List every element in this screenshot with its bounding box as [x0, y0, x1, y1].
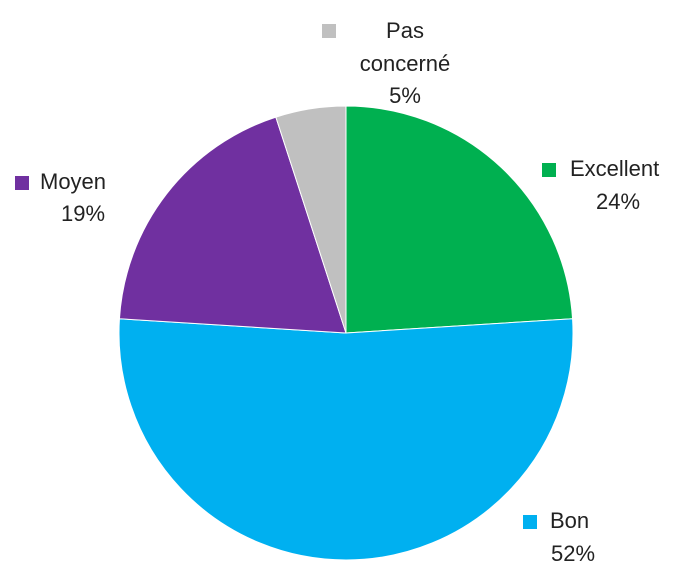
legend-swatch [322, 24, 336, 38]
slice-label: Pas concerné [360, 18, 451, 76]
slice-value-label: 52% [551, 541, 595, 566]
slice-value-label: 19% [61, 201, 105, 226]
slice-label: Excellent [570, 156, 659, 181]
slice-value-label: 24% [596, 189, 640, 214]
slice-label: Moyen [40, 169, 106, 194]
pie-slice [345, 105, 574, 334]
legend-swatch [542, 163, 556, 177]
pie-slice [118, 318, 574, 561]
pie-slice [275, 105, 347, 334]
slice-value-label: 5% [389, 83, 421, 108]
slice-label: Bon [550, 508, 589, 533]
legend-swatch [15, 176, 29, 190]
legend-swatch [523, 515, 537, 529]
pie-slice [118, 116, 347, 334]
